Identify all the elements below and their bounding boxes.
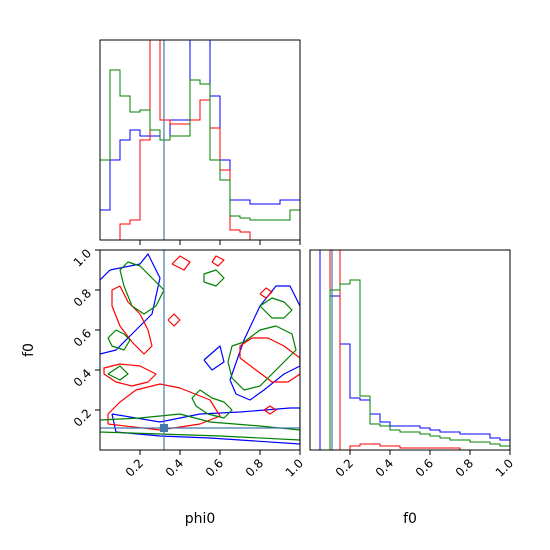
contour-f0-vs-phi0-panel: 0.2 0.4 0.6 0.8 1.0 0.2 0.4 0.6 0.8 1.0 [71,246,306,479]
histogram-phi0-frame [99,39,301,241]
contour-blue-4 [203,345,225,371]
contour-green-7 [259,297,293,319]
contour-green-6 [191,389,233,419]
hist-f0-xtick-label-0.8: 0.8 [453,456,476,479]
contour-red-2 [111,285,153,355]
contour-green-8 [107,365,129,381]
contour-ytick-label-1.0: 1.0 [71,246,94,269]
contour-xtick-label-0.6: 0.6 [203,456,226,479]
contour-red-3 [103,363,157,387]
contour-red-7 [259,287,273,299]
xlabel-f0: f0 [403,511,417,527]
histogram-f0-panel: 0.2 0.4 0.6 0.8 1.0 [309,249,516,480]
contour-blue-2 [100,253,161,355]
histogram-phi0-blue-series [100,39,300,211]
histogram-f0-frame [309,249,511,451]
contour-green-3 [119,261,165,315]
contour-xtick-label-0.4: 0.4 [163,456,186,479]
contour-xtick-label-1.0: 1.0 [283,456,306,479]
contour-green-2 [107,329,131,351]
hist-f0-xtick-label-0.4: 0.4 [373,456,396,479]
hist-f0-xtick-label-1.0: 1.0 [493,456,516,479]
contour-ytick-label-0.6: 0.6 [71,326,94,349]
histogram-phi0-panel [99,39,301,245]
contour-red-9 [167,313,181,327]
histogram-f0-green-series [310,279,510,451]
contour-red-8 [263,405,277,415]
contour-red-4 [239,337,300,383]
contour-ytick-label-0.8: 0.8 [71,286,94,309]
contour-xtick-label-0.8: 0.8 [243,456,266,479]
contour-red-1 [107,383,221,431]
contour-green-1 [100,413,300,441]
contour-ytick-label-0.2: 0.2 [71,406,94,429]
contour-green-4 [203,269,225,287]
histogram-phi0-red-series [100,39,300,241]
truth-point-marker [160,424,168,432]
histogram-f0-red-series [310,249,510,451]
contour-panel-frame [99,249,301,451]
contour-lines [100,253,300,445]
ylabel-f0: f0 [21,343,37,357]
hist-f0-xtick-label-0.6: 0.6 [413,456,436,479]
contour-xtick-label-0.2: 0.2 [123,456,146,479]
contour-blue-1 [111,407,300,445]
hist-f0-xtick-label-0.2: 0.2 [333,456,356,479]
contour-red-6 [211,255,225,267]
contour-red-5 [171,255,191,271]
contour-blue-3 [229,285,300,401]
contour-ytick-label-0.4: 0.4 [71,366,94,389]
contour-green-5 [227,325,297,391]
histogram-phi0-green-series [100,69,300,221]
xlabel-phi0: phi0 [185,511,216,527]
